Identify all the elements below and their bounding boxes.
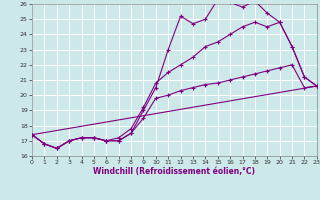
X-axis label: Windchill (Refroidissement éolien,°C): Windchill (Refroidissement éolien,°C) xyxy=(93,167,255,176)
